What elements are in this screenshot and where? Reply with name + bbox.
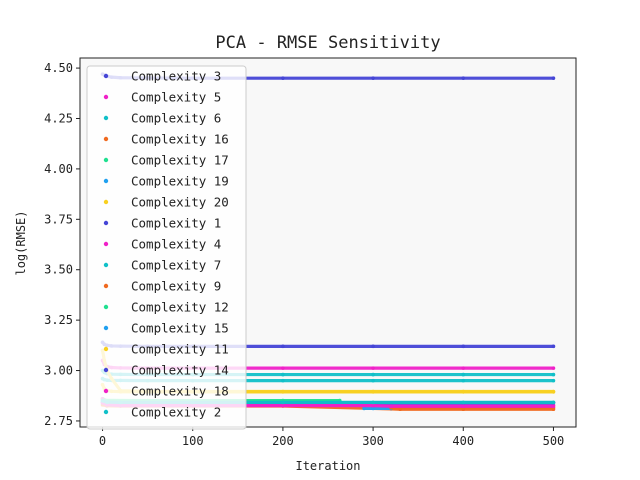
point-complexity-1 — [461, 344, 466, 349]
y-tick-label: 4.50 — [44, 61, 73, 75]
point-complexity-1 — [281, 344, 285, 349]
y-axis-label: log(RMSE) — [14, 210, 28, 275]
legend-marker — [103, 409, 109, 415]
point-complexity-7 — [371, 378, 375, 383]
point-complexity-7 — [461, 378, 466, 383]
point-complexity-18 — [551, 404, 556, 409]
axes-frame — [79, 57, 577, 428]
y-tick-label: 3.75 — [44, 212, 73, 226]
chart-title: PCA - RMSE Sensitivity — [215, 33, 440, 53]
axes: 0 100 200 300 400 500 2.75 3.00 3.25 3.50 3.75 4.00… — [44, 57, 577, 448]
legend-marker — [103, 199, 109, 205]
x-tick-label: 500 — [543, 434, 565, 448]
x-tick-label: 100 — [182, 434, 204, 448]
legend-marker — [103, 283, 109, 289]
y-tick-label: 4.00 — [44, 162, 73, 176]
legend-label: Complexity 16 — [131, 132, 229, 147]
point-complexity-6 — [551, 372, 556, 377]
point-complexity-7 — [551, 378, 556, 383]
point-complexity-5 — [461, 366, 466, 370]
x-tick-label: 200 — [272, 434, 294, 448]
point-complexity-3 — [551, 76, 556, 80]
point-complexity-11 — [371, 389, 375, 394]
legend-marker — [103, 115, 109, 121]
legend-marker — [103, 325, 109, 331]
legend-label: Complexity 11 — [131, 342, 229, 357]
legend-label: Complexity 6 — [131, 111, 221, 126]
point-complexity-3 — [371, 76, 375, 80]
x-axis-label: Iteration — [295, 459, 360, 473]
point-complexity-1 — [371, 344, 375, 349]
y-tick-label: 3.50 — [44, 263, 73, 277]
y-tick-label: 2.75 — [44, 414, 73, 428]
legend-label: Complexity 2 — [131, 405, 221, 420]
x-tick-label: 300 — [362, 434, 384, 448]
point-complexity-5 — [281, 366, 285, 370]
x-tick-label: 0 — [99, 434, 106, 448]
point-complexity-18 — [461, 404, 466, 409]
point-complexity-7 — [281, 378, 285, 383]
legend-marker — [103, 367, 109, 373]
point-complexity-11 — [461, 389, 466, 394]
legend-label: Complexity 7 — [131, 258, 221, 273]
legend-marker — [103, 241, 109, 247]
legend-marker — [103, 346, 109, 352]
point-complexity-6 — [461, 372, 466, 377]
legend-label: Complexity 17 — [131, 153, 229, 168]
legend-label: Complexity 19 — [131, 174, 229, 189]
point-complexity-3 — [281, 76, 285, 80]
point-complexity-11 — [551, 389, 556, 394]
legend-label: Complexity 5 — [131, 90, 221, 105]
point-complexity-3 — [461, 76, 466, 80]
legend-marker — [103, 178, 109, 184]
y-tick-label: 4.25 — [44, 111, 73, 125]
point-complexity-18 — [389, 404, 393, 409]
legend-marker — [103, 94, 109, 100]
point-complexity-19 — [362, 406, 366, 411]
legend-label: Complexity 1 — [131, 216, 221, 231]
legend-label: Complexity 4 — [131, 237, 221, 252]
point-complexity-6 — [281, 372, 285, 377]
legend-label: Complexity 12 — [131, 300, 229, 315]
legend-box — [86, 65, 247, 430]
legend-label: Complexity 14 — [131, 363, 229, 378]
legend-label: Complexity 15 — [131, 321, 229, 336]
legend-marker — [103, 220, 109, 226]
point-complexity-6 — [371, 372, 375, 377]
point-complexity-19 — [371, 406, 375, 411]
point-complexity-18 — [371, 403, 375, 408]
point-complexity-2 — [551, 400, 556, 405]
y-tick-label: 3.25 — [44, 313, 73, 327]
x-tick-label: 400 — [452, 434, 474, 448]
point-complexity-5 — [371, 366, 375, 370]
legend-marker — [103, 136, 109, 142]
point-complexity-2 — [371, 400, 375, 405]
point-complexity-2 — [461, 400, 466, 405]
point-complexity-2 — [281, 400, 285, 405]
legend-marker — [103, 388, 109, 394]
legend: Complexity 3 Complexity 5 Complexity 6 Comp… — [86, 65, 247, 430]
point-complexity-11 — [281, 389, 285, 394]
legend-label: Complexity 3 — [131, 69, 221, 84]
point-complexity-1 — [551, 344, 556, 349]
point-complexity-5 — [551, 366, 556, 370]
point-complexity-18 — [281, 403, 285, 408]
legend-label: Complexity 18 — [131, 384, 229, 399]
y-tick-label: 3.00 — [44, 364, 73, 378]
legend-label: Complexity 20 — [131, 195, 229, 210]
legend-marker — [103, 73, 109, 79]
legend-marker — [103, 157, 109, 163]
legend-marker — [103, 304, 109, 310]
legend-marker — [103, 262, 109, 268]
legend-label: Complexity 9 — [131, 279, 221, 294]
